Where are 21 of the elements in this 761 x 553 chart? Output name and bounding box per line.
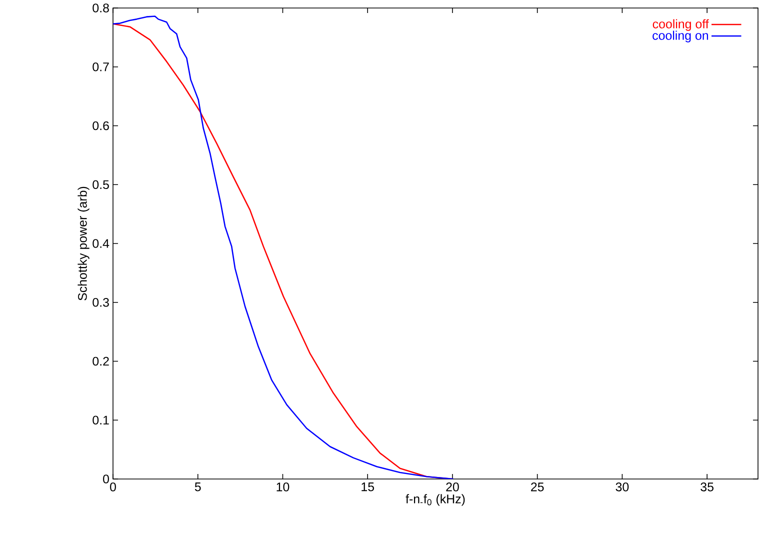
x-tick-label: 20 xyxy=(446,482,459,492)
y-tick-label: 0.5 xyxy=(92,180,109,190)
y-tick-label: 0.3 xyxy=(92,298,109,307)
y-tick-label: 0.8 xyxy=(92,4,109,12)
y-axis-title: Schottky power (arb) xyxy=(78,186,90,300)
x-tick-label: 0 xyxy=(110,482,116,492)
y-tick-label: 0.6 xyxy=(92,121,109,130)
y-tick-label: 0 xyxy=(103,474,109,484)
x-tick-label: 10 xyxy=(276,482,290,492)
legend-label: cooling on xyxy=(652,30,708,42)
x-tick-label: 30 xyxy=(616,482,629,492)
x-axis-title: f-n$_{-}$f$_{0}$ (kHz) xyxy=(406,494,465,506)
x-tick-label: 25 xyxy=(531,482,544,492)
y-tick-label: 0.7 xyxy=(92,62,109,72)
y-tick-label: 0.2 xyxy=(92,356,109,366)
x-tick-label: 5 xyxy=(194,482,201,492)
x-tick-label: 35 xyxy=(700,482,714,492)
legend-label: cooling off xyxy=(652,19,709,31)
x-tick-label: 15 xyxy=(362,482,374,492)
y-tick-label: 0.1 xyxy=(92,416,109,425)
y-tick-label: 0.4 xyxy=(92,239,110,248)
